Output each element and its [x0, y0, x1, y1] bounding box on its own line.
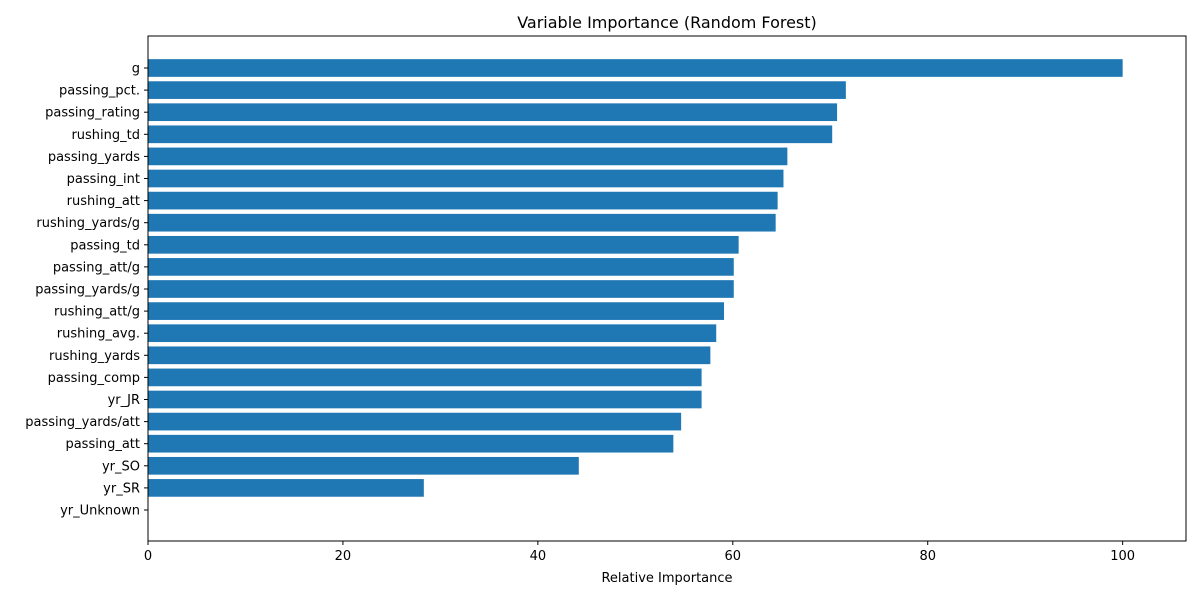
y-tick-label: passing_int [67, 172, 140, 187]
bar-passing-pct [148, 81, 846, 99]
bar-passing-yards-g [148, 280, 734, 298]
chart-title: Variable Importance (Random Forest) [517, 13, 817, 32]
bar-g [148, 59, 1123, 77]
y-tick-label: rushing_yards/g [36, 216, 140, 231]
bar-yr-sr [148, 479, 424, 497]
y-tick-label: rushing_td [71, 128, 140, 143]
x-tick-label: 20 [335, 549, 352, 564]
y-tick-label: rushing_att/g [54, 305, 140, 320]
y-tick-label: yr_SO [102, 459, 140, 474]
y-tick-label: g [132, 62, 140, 77]
y-tick-label: passing_yards/att [25, 415, 140, 430]
bar-rushing-td [148, 125, 833, 144]
x-tick-label: 80 [919, 549, 936, 564]
y-tick-label: passing_att [65, 437, 140, 452]
bars-group [148, 59, 1123, 497]
bar-rushing-yards [148, 346, 711, 365]
y-tick-label: passing_rating [45, 106, 140, 121]
bar-rushing-yards-g [148, 213, 776, 232]
y-tick-label: yr_SR [103, 481, 140, 496]
bar-passing-yards-att [148, 412, 682, 431]
bar-rushing-att-g [148, 302, 725, 320]
x-axis-ticks: 0 20 40 60 80 100 [144, 541, 1135, 564]
bar-passing-att-g [148, 258, 734, 276]
bar-passing-int [148, 169, 784, 188]
bar-passing-td [148, 235, 739, 254]
bar-rushing-att [148, 191, 778, 210]
y-tick-label: yr_JR [108, 393, 140, 408]
bar-rushing-avg [148, 324, 717, 343]
y-tick-label: passing_pct. [59, 84, 140, 99]
x-tick-label: 0 [144, 549, 152, 564]
y-tick-label: rushing_avg. [57, 327, 140, 342]
y-tick-label: passing_yards/g [35, 283, 140, 298]
bar-yr-jr [148, 390, 702, 409]
x-tick-label: 60 [725, 549, 742, 564]
x-tick-label: 100 [1110, 549, 1135, 564]
y-tick-label: rushing_att [67, 194, 140, 209]
plot-frame [147, 35, 1187, 542]
y-axis-ticks: g passing_pct. passing_rating rushing_tdpas… [25, 62, 148, 519]
bar-passing-comp [148, 368, 702, 387]
y-tick-label: passing_yards [48, 150, 140, 165]
y-tick-label: passing_att/g [53, 260, 140, 275]
bar-passing-rating [148, 103, 838, 122]
bar-yr-so [148, 456, 579, 475]
y-tick-label: yr_Unknown [60, 504, 140, 519]
y-tick-label: rushing_yards [49, 349, 140, 364]
x-axis-label: Relative Importance [601, 571, 732, 586]
bar-passing-yards [148, 147, 788, 166]
x-tick-label: 40 [530, 549, 547, 564]
y-tick-label: passing_comp [48, 371, 140, 386]
y-tick-label: passing_td [70, 238, 140, 253]
bar-passing-att [148, 434, 674, 453]
